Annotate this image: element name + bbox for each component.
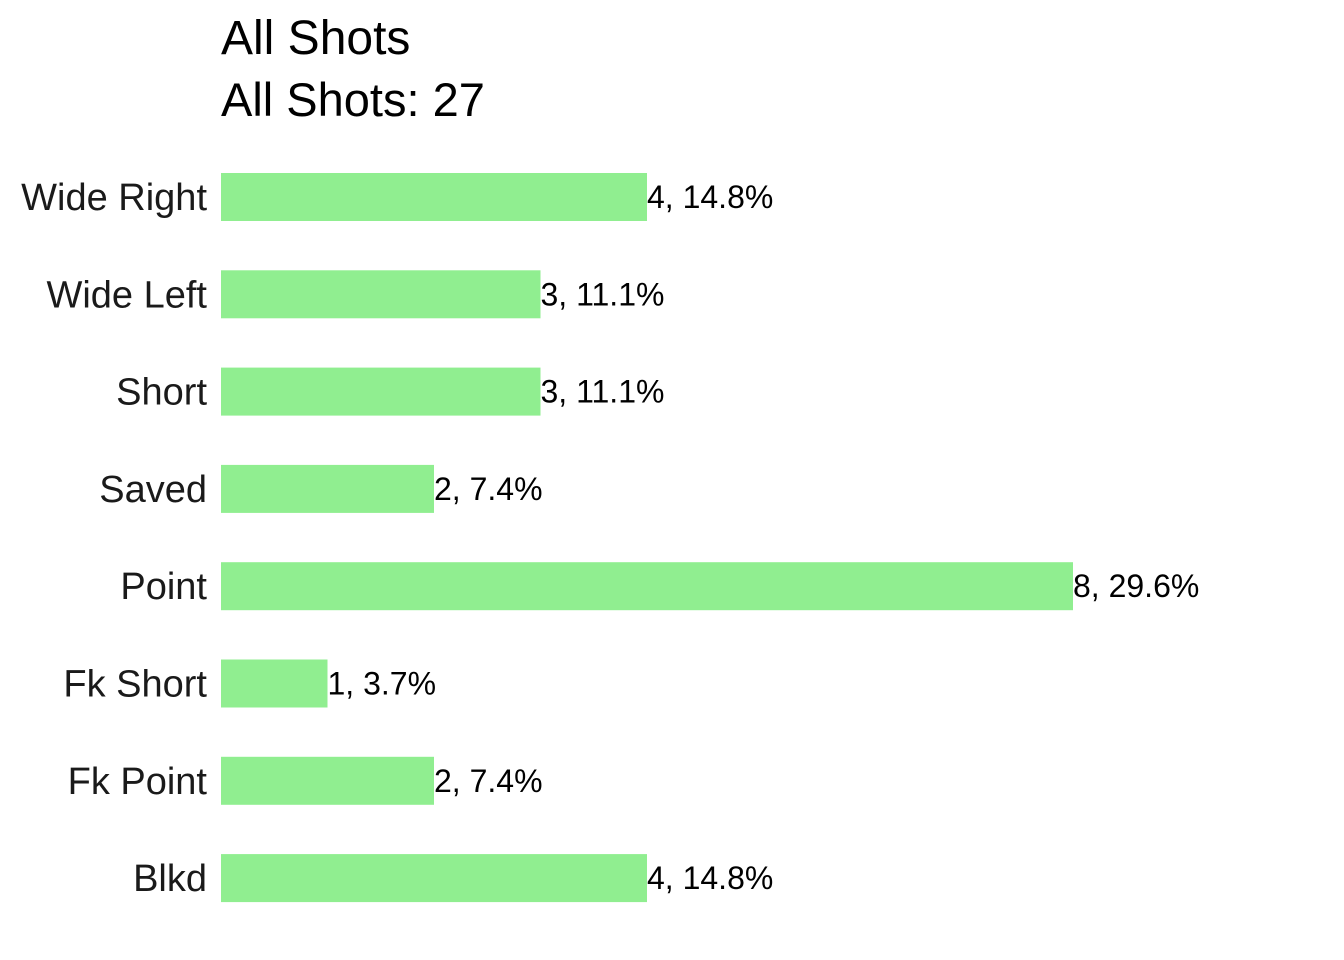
bar-wide-right (221, 173, 647, 221)
data-labels: 4, 14.8% 3, 11.1% 3, 11.1% 2, 7.4% 8, 29.6% 1… (328, 179, 1200, 896)
data-label-blkd: 4, 14.8% (647, 860, 773, 896)
category-label-fk-point: Fk Point (68, 761, 208, 803)
data-label-fk-short: 1, 3.7% (328, 666, 437, 702)
data-label-wide-right: 4, 14.8% (647, 179, 773, 215)
bar-short (221, 367, 541, 416)
category-label-point: Point (120, 566, 207, 608)
category-label-blkd: Blkd (133, 858, 207, 900)
data-label-saved: 2, 7.4% (434, 471, 543, 507)
bar-fk-point (221, 756, 434, 805)
bar-wide-left (221, 270, 541, 319)
category-label-fk-short: Fk Short (63, 664, 207, 706)
bar-blkd (221, 854, 647, 903)
data-label-wide-left: 3, 11.1% (541, 276, 665, 312)
data-label-fk-point: 2, 7.4% (434, 763, 543, 799)
bars-group (221, 173, 1073, 903)
category-label-wide-left: Wide Left (46, 274, 207, 316)
chart-title: All Shots (221, 12, 410, 65)
data-label-point: 8, 29.6% (1073, 568, 1199, 604)
category-label-short: Short (116, 372, 207, 414)
bar-point (221, 562, 1073, 611)
data-label-short: 3, 11.1% (541, 374, 665, 410)
category-label-wide-right: Wide Right (21, 177, 207, 219)
chart-subtitle: All Shots: 27 (221, 73, 485, 126)
bar-saved (221, 464, 434, 513)
category-label-saved: Saved (99, 469, 207, 511)
bar-fk-short (221, 659, 328, 708)
category-labels: Wide Right Wide Left Short Saved Point Fk Sho… (21, 177, 207, 900)
